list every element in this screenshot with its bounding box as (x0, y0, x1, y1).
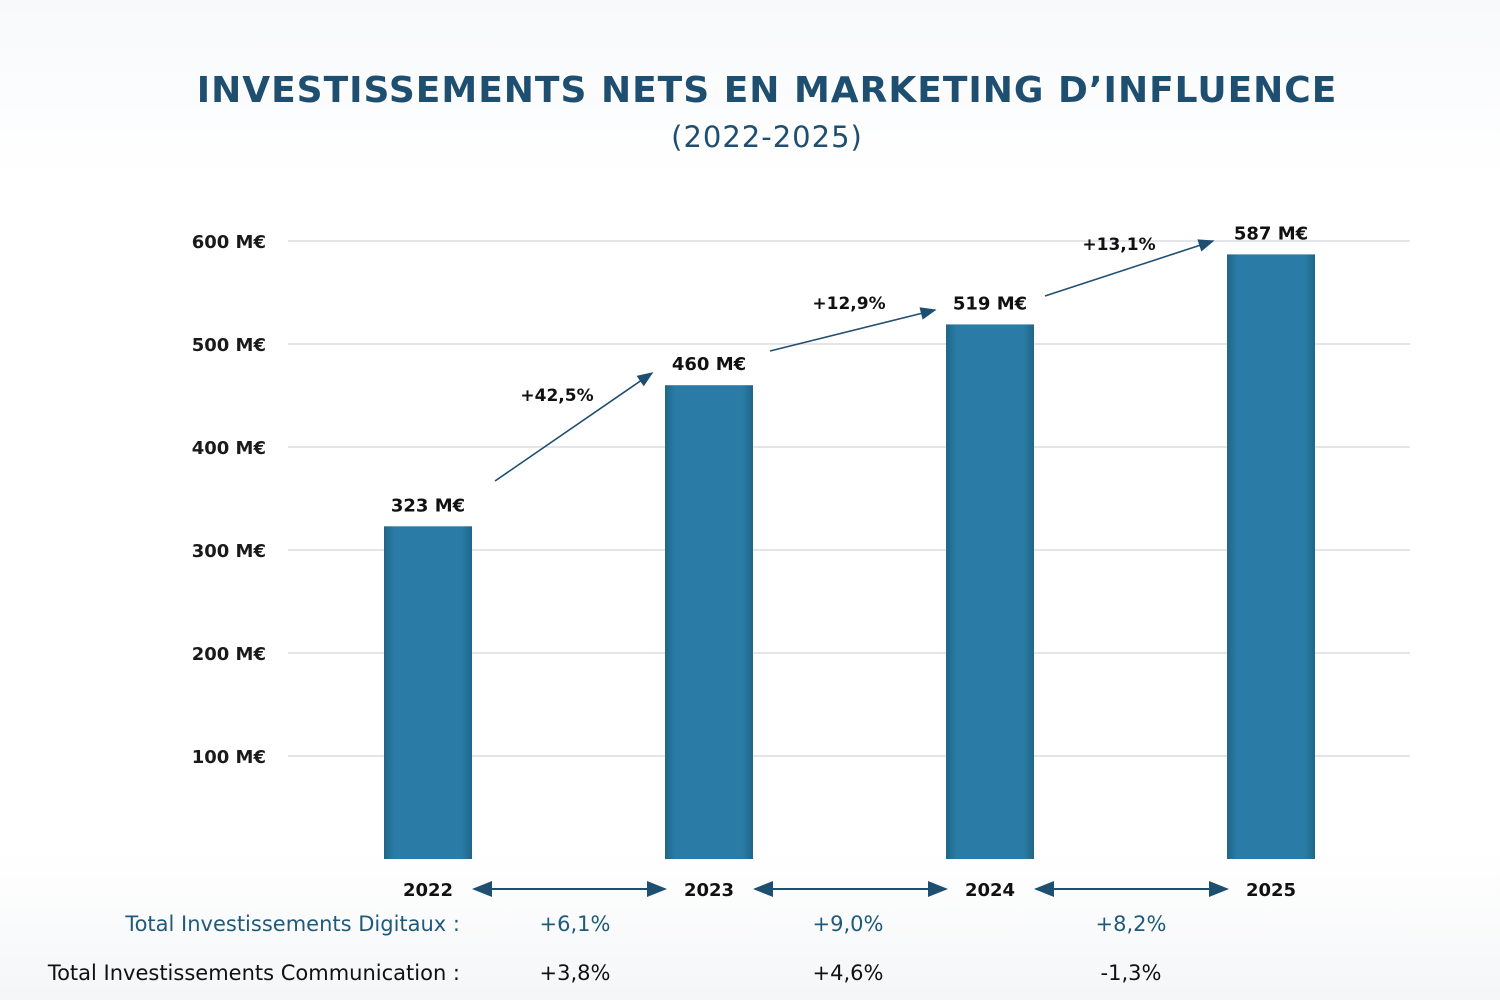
y-tick-label: 300 M€ (192, 541, 266, 562)
bar-2024 (946, 324, 1034, 859)
x-tick-label: 2025 (1246, 880, 1296, 901)
data-label: 460 M€ (672, 354, 746, 375)
growth-label: +13,1% (1082, 235, 1155, 255)
growth-arrow (1044, 239, 1215, 297)
data-label: 519 M€ (953, 293, 1027, 314)
bar-2022 (384, 526, 472, 859)
x-tick-label: 2023 (684, 880, 734, 901)
y-tick-label: 500 M€ (192, 335, 266, 356)
chart-title: INVESTISSEMENTS NETS EN MARKETING D’INFL… (196, 70, 1338, 111)
row-value: +3,8% (540, 961, 611, 985)
row-value: +4,6% (813, 961, 884, 985)
y-tick-label: 400 M€ (192, 438, 266, 459)
y-tick-label: 100 M€ (192, 747, 266, 768)
growth-label: +12,9% (812, 294, 885, 314)
data-label: 323 M€ (391, 495, 465, 516)
growth-arrow (494, 372, 654, 482)
y-tick-label: 200 M€ (192, 644, 266, 665)
row-label: Total Investissements Digitaux : (124, 912, 460, 936)
row-value: -1,3% (1101, 961, 1162, 985)
chart-subtitle: (2022-2025) (671, 120, 863, 154)
y-tick-label: 600 M€ (192, 232, 266, 253)
x-tick-label: 2024 (965, 880, 1015, 901)
bar-2023 (665, 385, 753, 859)
bar-2025 (1227, 254, 1315, 859)
row-value: +9,0% (813, 912, 884, 936)
x-tick-label: 2022 (403, 880, 453, 901)
growth-label: +42,5% (520, 386, 593, 406)
row-label: Total Investissements Communication : (47, 961, 460, 985)
row-value: +6,1% (540, 912, 611, 936)
data-label: 587 M€ (1234, 223, 1308, 244)
row-value: +8,2% (1096, 912, 1167, 936)
growth-arrow (769, 307, 937, 352)
